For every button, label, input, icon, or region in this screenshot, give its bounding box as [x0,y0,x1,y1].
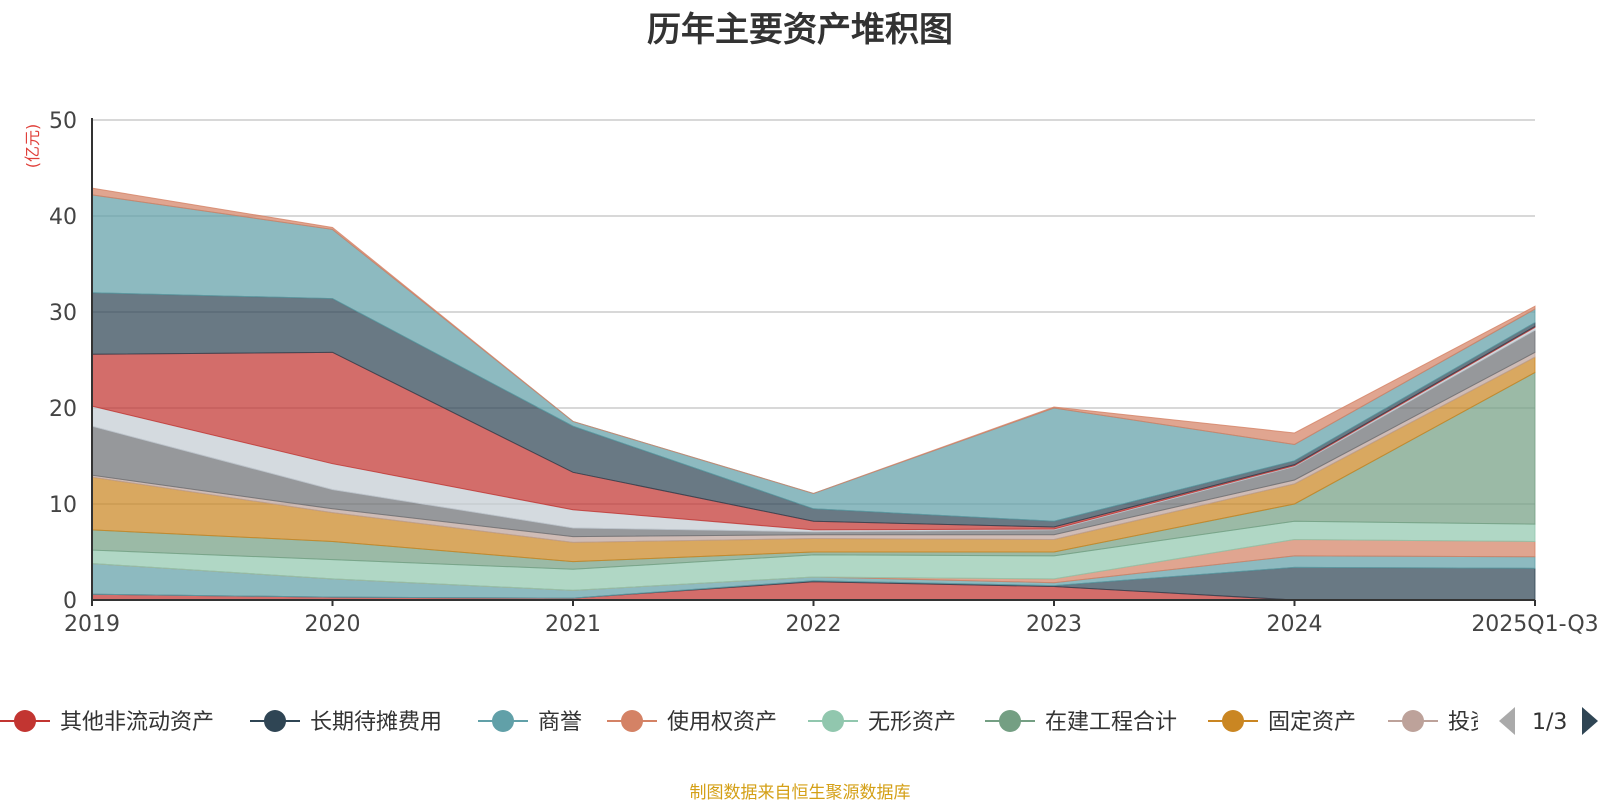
legend-item[interactable]: 在建工程合计 [985,710,1177,735]
legend-label: 固定资产 [1268,710,1356,735]
x-tick-label: 2020 [305,612,361,637]
legend-circle-icon [999,710,1021,732]
legend-circle-icon [1222,710,1244,732]
x-tick-label: 2022 [786,612,842,637]
legend-item[interactable]: 投资性房地产 [1388,710,1580,735]
legend-circle-icon [1402,710,1424,732]
legend: 其他非流动资产 长期待摊费用 商誉 使用权资产 无形资产 在建工程合计 固定资产 投资性房地产… [0,707,1598,735]
y-tick-label: 10 [49,493,77,518]
y-tick-label: 30 [49,301,77,326]
x-tick-label: 2021 [545,612,601,637]
legend-item[interactable]: 固定资产 [1208,710,1356,735]
legend-circle-icon [264,710,286,732]
x-tick-label: 2023 [1026,612,1082,637]
area-series-13[interactable] [91,187,1536,494]
x-tick-label: 2025Q1-Q3 [1471,612,1598,637]
legend-item[interactable]: 其他非流动资产 [0,710,214,735]
legend-page-indicator: 1/3 [1532,710,1567,735]
chart-title: 历年主要资产堆积图 [647,10,953,50]
legend-item[interactable]: 无形资产 [808,710,956,735]
y-tick-label: 40 [49,205,77,230]
source-note: 制图数据来自恒生聚源数据库 [689,783,911,803]
legend-item[interactable]: 长期待摊费用 [250,710,442,735]
legend-circle-icon [621,710,643,732]
legend-label: 商誉 [538,710,582,735]
legend-item[interactable]: 商誉 [478,710,582,735]
legend-label: 其他非流动资产 [60,710,214,735]
legend-circle-icon [14,710,36,732]
y-tick-label: 50 [49,109,77,134]
y-axis-label: (亿元) [23,124,42,169]
legend-label: 投资性房地产 [1448,710,1580,735]
x-tick-label: 2019 [64,612,120,637]
legend-next-page-icon[interactable] [1582,707,1598,735]
legend-label: 使用权资产 [667,710,777,735]
area-layer [91,187,1536,601]
y-tick-label: 0 [63,589,77,614]
legend-item[interactable]: 使用权资产 [607,710,777,735]
legend-label: 在建工程合计 [1045,710,1177,735]
legend-circle-icon [492,710,514,732]
axis-layer: 0 10 20 30 40 50 2019 2020 2021 2022 2023 2024 2025Q… [23,109,1599,637]
y-tick-label: 20 [49,397,77,422]
legend-label: 无形资产 [868,710,956,735]
legend-prev-page-icon[interactable] [1499,707,1515,735]
legend-circle-icon [822,710,844,732]
legend-label: 长期待摊费用 [310,710,442,735]
x-tick-label: 2024 [1267,612,1323,637]
